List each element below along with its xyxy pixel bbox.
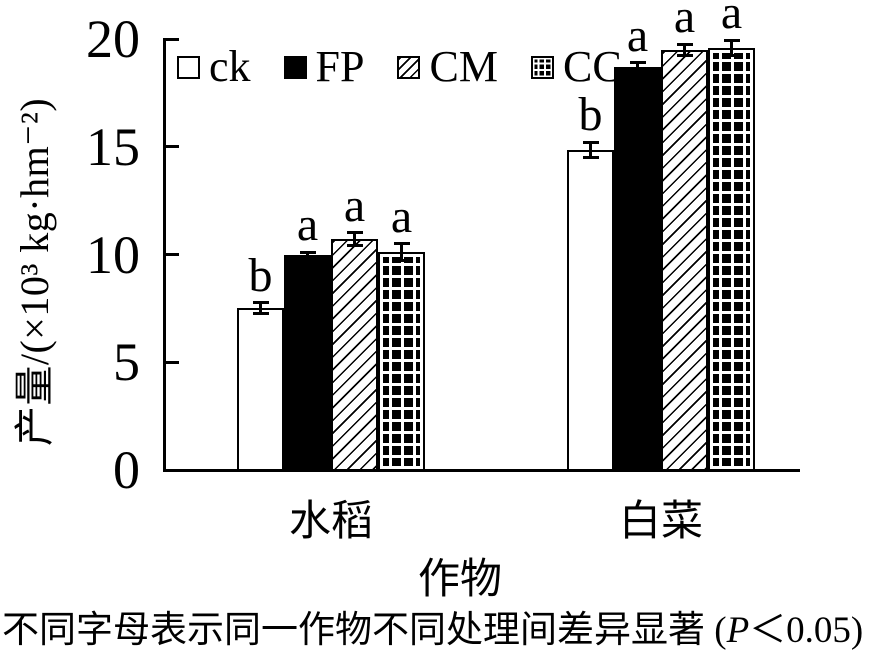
y-axis-line bbox=[163, 37, 166, 472]
x-axis-line bbox=[163, 469, 800, 472]
error-bar-CM-1 bbox=[353, 232, 356, 246]
error-cap-bottom bbox=[629, 69, 646, 73]
figure-caption: 不同字母表示同一作物不同处理间差异显著 (P＜0.05) bbox=[2, 599, 863, 653]
legend-label-ck: ck bbox=[209, 42, 251, 91]
legend-label-fp: FP bbox=[315, 42, 365, 91]
error-bar-CC-1 bbox=[400, 243, 403, 261]
bar-ck-2 bbox=[567, 149, 614, 471]
bar-FP-2 bbox=[614, 67, 661, 471]
y-tick-label: 15 bbox=[86, 116, 140, 177]
sig-letter-CC-2: a bbox=[720, 0, 743, 40]
y-tick bbox=[166, 145, 179, 149]
error-cap-top bbox=[252, 301, 269, 305]
sig-letter-FP-2: a bbox=[626, 8, 649, 62]
legend-label-cc: CC bbox=[562, 42, 622, 91]
error-bar-FP-2 bbox=[636, 62, 639, 72]
y-tick bbox=[166, 253, 179, 256]
y-tick-label: 5 bbox=[113, 332, 140, 393]
sig-letter-CM-2: a bbox=[673, 0, 696, 44]
legend-item-cc: CC bbox=[530, 42, 622, 91]
category-label-1: 水稻 bbox=[288, 499, 374, 545]
sig-letter-FP-1: a bbox=[296, 198, 319, 252]
bar-CM-2 bbox=[661, 49, 708, 471]
legend: ck FP CM CC bbox=[177, 45, 622, 89]
bar-FP-1 bbox=[284, 254, 331, 471]
legend-swatch-cc-icon bbox=[530, 55, 554, 79]
error-cap-top bbox=[393, 242, 410, 246]
error-bar-FP-1 bbox=[306, 252, 309, 257]
y-axis-title: 产量/(×10³ kg·hm⁻²) bbox=[12, 97, 57, 447]
legend-item-cm: CM bbox=[397, 42, 498, 91]
sig-letter-ck-1: b bbox=[248, 248, 273, 302]
caption-text: 不同字母表示同一作物不同处理间差异显著 ( bbox=[2, 610, 727, 651]
error-bar-CM-2 bbox=[683, 44, 686, 56]
error-bar-ck-2 bbox=[589, 142, 592, 158]
sig-letter-CM-1: a bbox=[343, 178, 366, 232]
sig-letter-ck-2: b bbox=[578, 88, 603, 142]
caption-p-symbol: P bbox=[726, 610, 750, 651]
error-cap-top bbox=[723, 38, 740, 42]
x-axis-title: 作物 bbox=[417, 557, 503, 603]
error-cap-top bbox=[582, 140, 599, 144]
legend-swatch-ck-icon bbox=[177, 55, 200, 79]
category-label-2: 白菜 bbox=[618, 499, 704, 545]
legend-label-cm: CM bbox=[429, 42, 498, 91]
sig-letter-CC-1: a bbox=[390, 189, 413, 243]
error-bar-ck-1 bbox=[259, 302, 262, 314]
bar-ck-1 bbox=[237, 308, 284, 471]
error-cap-bottom bbox=[252, 312, 269, 316]
legend-swatch-fp-icon bbox=[283, 55, 307, 79]
bar-CC-1 bbox=[378, 252, 425, 471]
error-cap-bottom bbox=[582, 156, 599, 160]
error-cap-top bbox=[299, 250, 316, 254]
legend-item-fp: FP bbox=[283, 42, 365, 91]
y-tick bbox=[166, 37, 179, 41]
error-cap-bottom bbox=[299, 255, 316, 259]
y-tick-label: 20 bbox=[86, 9, 140, 69]
bar-CM-1 bbox=[331, 239, 378, 471]
error-cap-top bbox=[346, 231, 363, 235]
error-bar-CC-2 bbox=[730, 40, 733, 56]
error-cap-bottom bbox=[723, 53, 740, 57]
y-tick bbox=[166, 360, 179, 364]
error-cap-bottom bbox=[346, 244, 363, 248]
y-tick-label: 10 bbox=[86, 224, 140, 285]
y-tick-label: 0 bbox=[113, 440, 140, 500]
error-cap-top bbox=[629, 61, 646, 65]
error-cap-bottom bbox=[393, 259, 410, 263]
error-cap-bottom bbox=[676, 53, 693, 57]
legend-swatch-cm-icon bbox=[397, 55, 421, 79]
error-cap-top bbox=[676, 42, 693, 46]
legend-item-ck: ck bbox=[177, 45, 251, 89]
bar-CC-2 bbox=[708, 47, 755, 471]
caption-threshold: ＜0.05) bbox=[749, 610, 864, 651]
